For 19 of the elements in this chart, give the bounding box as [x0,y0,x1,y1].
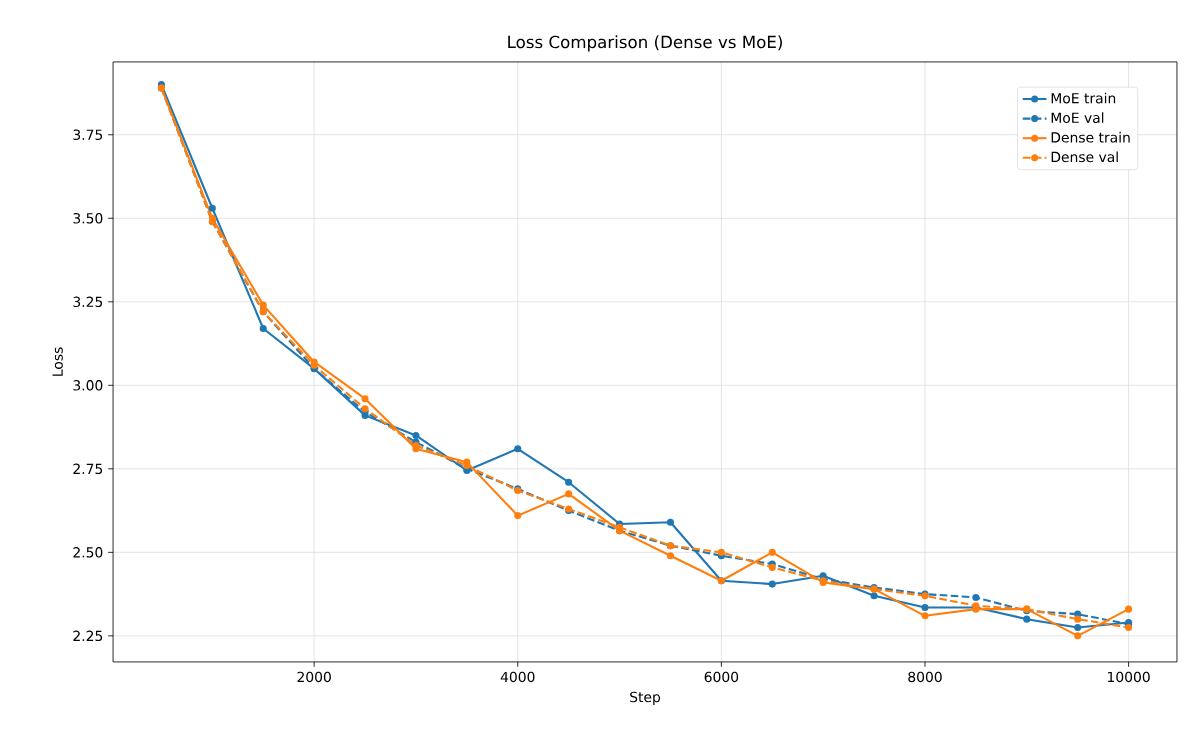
x-tick-label: 8000 [908,671,942,683]
x-tick-label: 2000 [297,671,331,683]
y-tick-label: 3.75 [73,129,103,141]
y-axis-title: Loss [52,347,63,376]
legend-label: MoE train [1051,92,1116,104]
chart-title: Loss Comparison (Dense vs MoE) [508,35,782,52]
y-tick-label: 3.00 [73,380,103,391]
x-axis-title: Step [630,691,661,705]
legend-label: Dense val [1051,151,1118,163]
legend-label: MoE val [1051,112,1104,124]
x-tick-label: 4000 [500,671,535,683]
x-tick-label: 6000 [704,671,739,683]
y-tick-label: 2.50 [73,547,103,558]
y-tick-label: 3.25 [73,296,103,308]
x-tick-label: 10000 [1108,671,1150,683]
legend-label: Dense train [1051,131,1130,143]
y-tick-label: 3.50 [73,213,103,224]
y-tick-label: 2.25 [73,630,103,642]
y-tick-label: 2.75 [73,463,103,475]
